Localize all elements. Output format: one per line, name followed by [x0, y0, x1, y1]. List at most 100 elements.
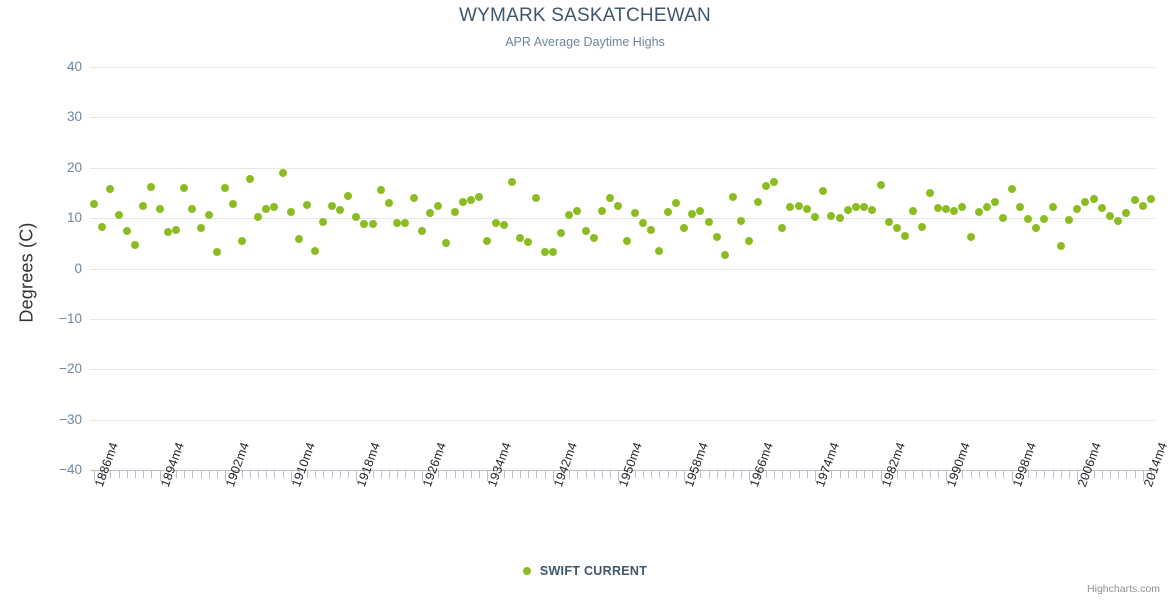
data-point[interactable]: [499, 221, 508, 230]
data-point[interactable]: [688, 210, 697, 219]
data-point[interactable]: [917, 223, 926, 232]
data-point[interactable]: [892, 223, 901, 232]
data-point[interactable]: [327, 202, 336, 211]
data-point[interactable]: [942, 205, 951, 214]
data-point[interactable]: [319, 217, 328, 226]
legend-item-swift-current[interactable]: SWIFT CURRENT: [522, 563, 647, 578]
data-point[interactable]: [655, 246, 664, 255]
data-point[interactable]: [524, 238, 533, 247]
data-point[interactable]: [122, 226, 131, 235]
data-point[interactable]: [638, 218, 647, 227]
data-point[interactable]: [1130, 195, 1139, 204]
data-point[interactable]: [720, 251, 729, 260]
data-point[interactable]: [286, 208, 295, 217]
data-point[interactable]: [139, 201, 148, 210]
data-point[interactable]: [630, 209, 639, 218]
data-point[interactable]: [425, 209, 434, 218]
data-point[interactable]: [516, 234, 525, 243]
data-point[interactable]: [811, 212, 820, 221]
data-point[interactable]: [761, 182, 770, 191]
data-point[interactable]: [1081, 198, 1090, 206]
data-point[interactable]: [221, 183, 230, 192]
data-point[interactable]: [557, 229, 566, 238]
data-point[interactable]: [1138, 202, 1147, 211]
data-point[interactable]: [352, 213, 361, 222]
data-point[interactable]: [245, 175, 254, 184]
data-point[interactable]: [376, 185, 385, 194]
data-point[interactable]: [204, 211, 213, 220]
data-point[interactable]: [163, 228, 172, 237]
data-point[interactable]: [294, 234, 303, 243]
data-point[interactable]: [540, 248, 549, 257]
data-point[interactable]: [393, 219, 402, 228]
data-point[interactable]: [196, 223, 205, 232]
data-point[interactable]: [999, 214, 1008, 223]
data-point[interactable]: [589, 233, 598, 242]
data-point[interactable]: [303, 201, 312, 210]
data-point[interactable]: [229, 199, 238, 208]
data-point[interactable]: [876, 181, 885, 190]
data-point[interactable]: [704, 217, 713, 226]
data-point[interactable]: [884, 218, 893, 227]
data-point[interactable]: [843, 205, 852, 214]
data-point[interactable]: [770, 177, 779, 186]
data-point[interactable]: [417, 227, 426, 236]
data-point[interactable]: [598, 207, 607, 216]
data-point[interactable]: [434, 202, 443, 211]
data-point[interactable]: [786, 203, 795, 212]
data-point[interactable]: [851, 202, 860, 211]
data-point[interactable]: [1105, 211, 1114, 220]
data-point[interactable]: [106, 185, 115, 194]
data-point[interactable]: [458, 197, 467, 206]
data-point[interactable]: [991, 197, 1000, 206]
data-point[interactable]: [466, 195, 475, 204]
data-point[interactable]: [950, 207, 959, 216]
data-point[interactable]: [745, 237, 754, 246]
data-point[interactable]: [753, 198, 762, 206]
data-point[interactable]: [450, 208, 459, 217]
data-point[interactable]: [901, 231, 910, 240]
data-point[interactable]: [671, 198, 680, 207]
data-point[interactable]: [155, 204, 164, 213]
data-point[interactable]: [802, 205, 811, 214]
data-point[interactable]: [1089, 195, 1098, 204]
data-point[interactable]: [212, 248, 221, 257]
data-point[interactable]: [1146, 194, 1155, 203]
data-point[interactable]: [663, 207, 672, 216]
data-point[interactable]: [1056, 242, 1065, 251]
data-point[interactable]: [311, 247, 320, 256]
data-point[interactable]: [958, 203, 967, 212]
data-point[interactable]: [819, 187, 828, 196]
data-point[interactable]: [90, 200, 99, 209]
data-point[interactable]: [401, 218, 410, 227]
data-point[interactable]: [368, 220, 377, 229]
data-point[interactable]: [860, 203, 869, 212]
data-point[interactable]: [729, 193, 738, 202]
data-point[interactable]: [835, 213, 844, 222]
data-point[interactable]: [737, 216, 746, 225]
data-point[interactable]: [1015, 203, 1024, 212]
data-point[interactable]: [868, 206, 877, 215]
data-point[interactable]: [237, 236, 246, 245]
data-point[interactable]: [335, 206, 344, 215]
data-point[interactable]: [1040, 214, 1049, 223]
data-point[interactable]: [532, 194, 541, 203]
data-point[interactable]: [131, 241, 140, 250]
data-point[interactable]: [147, 182, 156, 191]
data-point[interactable]: [909, 207, 918, 216]
data-point[interactable]: [974, 207, 983, 216]
data-point[interactable]: [966, 233, 975, 242]
data-point[interactable]: [622, 236, 631, 245]
data-point[interactable]: [278, 169, 287, 178]
data-point[interactable]: [1122, 209, 1131, 218]
data-point[interactable]: [794, 201, 803, 210]
data-point[interactable]: [614, 201, 623, 210]
data-point[interactable]: [983, 202, 992, 211]
data-point[interactable]: [1097, 204, 1106, 213]
data-point[interactable]: [1114, 217, 1123, 226]
data-point[interactable]: [1048, 202, 1057, 211]
data-point[interactable]: [573, 206, 582, 215]
data-point[interactable]: [1007, 184, 1016, 193]
data-point[interactable]: [548, 247, 557, 256]
data-point[interactable]: [442, 239, 451, 248]
